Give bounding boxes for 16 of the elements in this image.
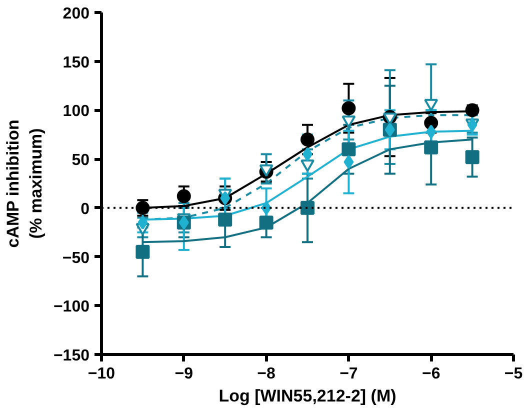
- y-tick-label: 100: [62, 103, 90, 120]
- x-tick-label: −7: [340, 366, 358, 382]
- x-tick-label: −6: [422, 366, 440, 382]
- x-tick-label: −8: [257, 366, 276, 382]
- y-tick-label: 200: [62, 6, 90, 22]
- y-axis-title: cAMP inhibition (% maximum): [4, 120, 46, 248]
- x-axis-title: Log [WIN55,212-2] (M): [218, 386, 396, 406]
- x-tick-label: −5: [504, 366, 523, 382]
- y-tick-label: 150: [62, 54, 90, 72]
- y-tick-label: 0: [80, 200, 90, 218]
- x-tick-label: −9: [174, 366, 194, 382]
- y-tick-label: 50: [72, 152, 90, 170]
- y-tick-label: −100: [53, 298, 90, 316]
- x-tick-label: −10: [88, 366, 116, 382]
- y-tick-label: −150: [53, 348, 90, 364]
- y-tick-label: −50: [62, 250, 90, 267]
